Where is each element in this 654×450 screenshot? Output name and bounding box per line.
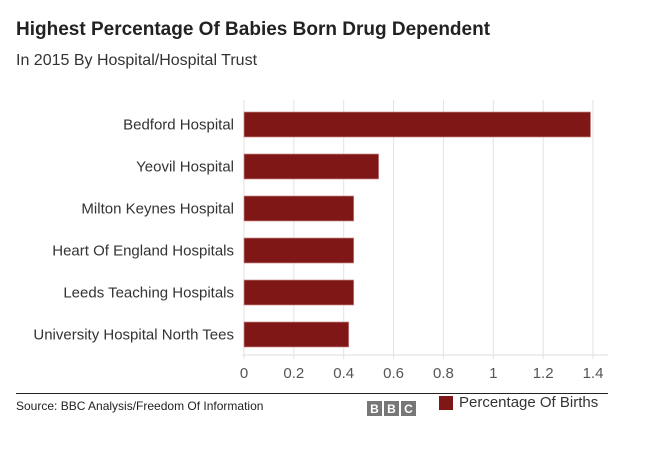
category-label: Bedford Hospital <box>123 117 234 134</box>
category-label: University Hospital North Tees <box>33 327 234 344</box>
x-tick-label: 0.8 <box>433 365 454 382</box>
x-tick-label: 0.4 <box>333 365 354 382</box>
category-label: Heart Of England Hospitals <box>52 243 234 260</box>
x-tick-label: 0 <box>240 365 248 382</box>
bar <box>243 195 355 222</box>
footer-divider <box>16 393 608 394</box>
legend: Percentage Of Births <box>439 394 598 411</box>
chart-subtitle: In 2015 By Hospital/Hospital Trust <box>16 52 258 69</box>
x-tick-label: 0.2 <box>283 365 304 382</box>
bar <box>243 279 355 306</box>
bar <box>243 321 350 348</box>
legend-label: Percentage Of Births <box>459 394 599 411</box>
bar <box>243 153 379 180</box>
chart-title: Highest Percentage Of Babies Born Drug D… <box>16 19 491 40</box>
x-tick-label: 0.6 <box>383 365 404 382</box>
source-text: Source: BBC Analysis/Freedom Of Informat… <box>16 399 264 413</box>
category-label: Leeds Teaching Hospitals <box>63 285 234 302</box>
legend-swatch <box>439 395 453 410</box>
bar <box>243 111 591 138</box>
x-tick-label: 1.2 <box>533 365 554 382</box>
category-label: Yeovil Hospital <box>136 159 234 176</box>
category-label: Milton Keynes Hospital <box>81 201 234 218</box>
bar <box>243 237 355 264</box>
x-tick-label: 1 <box>489 365 497 382</box>
x-tick-label: 1.4 <box>583 365 604 382</box>
